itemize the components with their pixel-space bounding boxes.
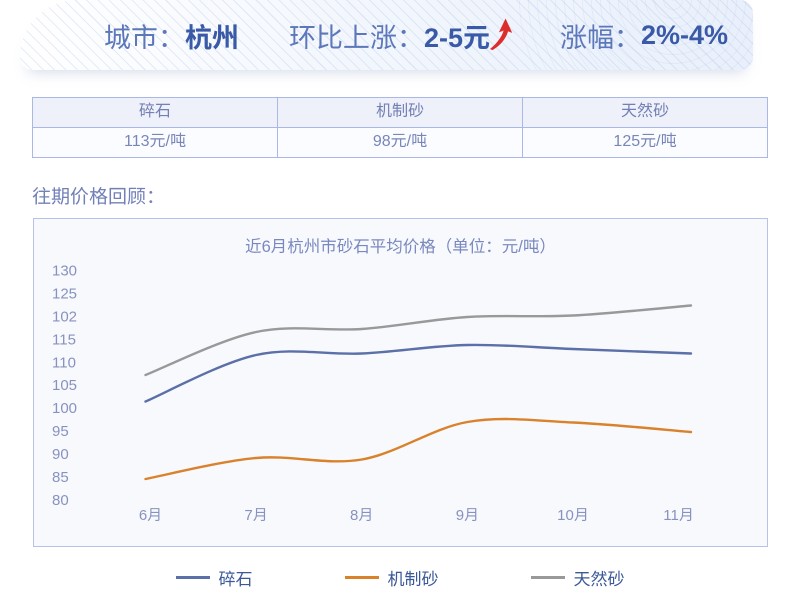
svg-text:10月: 10月 [557, 507, 589, 524]
svg-text:125: 125 [52, 286, 77, 303]
svg-text:9月: 9月 [456, 507, 479, 524]
svg-text:80: 80 [52, 492, 69, 509]
svg-text:110: 110 [52, 354, 76, 371]
svg-text:102: 102 [52, 309, 77, 326]
svg-text:130: 130 [52, 263, 77, 280]
svg-text:11月: 11月 [663, 507, 694, 524]
svg-text:95: 95 [52, 423, 69, 440]
svg-text:105: 105 [52, 377, 77, 394]
svg-text:6月: 6月 [139, 507, 162, 524]
svg-text:8月: 8月 [350, 507, 373, 524]
svg-text:100: 100 [52, 400, 77, 417]
svg-text:85: 85 [52, 469, 69, 486]
svg-text:7月: 7月 [244, 507, 267, 524]
svg-text:90: 90 [52, 446, 69, 463]
svg-text:115: 115 [52, 331, 76, 348]
